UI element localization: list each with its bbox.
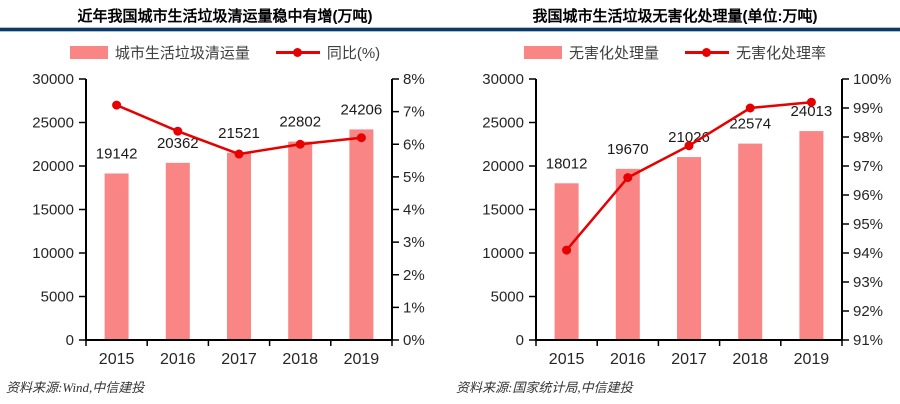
chart-harmless-treatment: 我国城市生活垃圾无害化处理量(单位:万吨) 无害化处理量 无害化处理率 0 500… [450,0,900,396]
source-note: 资料来源:Wind,中信建投 [6,380,145,395]
chart-title: 近年我国城市生活垃圾清运量稳中有增(万吨) [77,8,373,25]
svg-text:2017: 2017 [221,351,257,368]
svg-text:10000: 10000 [32,245,74,262]
svg-text:24013: 24013 [791,103,833,120]
svg-text:2018: 2018 [732,351,768,368]
svg-text:19142: 19142 [96,145,138,162]
source-note: 资料来源:国家统计局,中信建投 [456,380,633,395]
svg-text:99%: 99% [853,100,883,117]
legend-item-line: 无害化处理率 [685,42,826,63]
svg-text:2016: 2016 [160,351,196,368]
svg-text:94%: 94% [853,245,883,262]
svg-text:30000: 30000 [482,71,524,88]
svg-text:18012: 18012 [546,155,588,172]
svg-text:5%: 5% [403,169,425,186]
svg-text:3%: 3% [403,234,425,251]
svg-text:2019: 2019 [794,351,830,368]
svg-text:2%: 2% [403,267,425,284]
legend: 城市生活垃圾清运量 同比(%) [69,41,381,63]
svg-text:21521: 21521 [218,125,260,142]
title-divider [0,27,900,32]
svg-text:21026: 21026 [668,129,710,146]
svg-text:6%: 6% [403,136,425,153]
svg-text:1%: 1% [403,299,425,316]
svg-text:8%: 8% [403,71,425,88]
svg-text:95%: 95% [853,216,883,233]
svg-text:20362: 20362 [157,135,199,152]
svg-text:2019: 2019 [344,351,380,368]
svg-text:15000: 15000 [482,202,524,219]
svg-text:2015: 2015 [549,351,585,368]
svg-text:25000: 25000 [482,115,524,132]
chart-title: 我国城市生活垃圾无害化处理量(单位:万吨) [532,8,818,25]
svg-text:2015: 2015 [99,351,135,368]
legend-label-line: 同比(%) [326,44,381,62]
svg-text:24206: 24206 [341,101,383,118]
bar-swatch-icon [69,45,108,59]
svg-text:2018: 2018 [282,351,318,368]
legend-label-line: 无害化处理率 [736,44,827,62]
line-marker-icon [275,47,320,58]
legend-item-line: 同比(%) [275,42,381,63]
svg-text:100%: 100% [853,71,891,88]
svg-text:22574: 22574 [729,116,771,133]
svg-text:2016: 2016 [610,351,646,368]
svg-text:93%: 93% [853,274,883,291]
svg-text:0: 0 [516,332,524,349]
svg-text:91%: 91% [853,332,883,349]
svg-text:20000: 20000 [32,158,74,175]
legend-item-bar: 城市生活垃圾清运量 [69,42,250,63]
svg-text:4%: 4% [403,202,425,219]
svg-text:25000: 25000 [32,115,74,132]
svg-text:92%: 92% [853,303,883,320]
svg-text:0: 0 [66,332,74,349]
legend: 无害化处理量 无害化处理率 [523,41,826,63]
svg-text:97%: 97% [853,158,883,175]
svg-text:2017: 2017 [671,351,707,368]
svg-text:5000: 5000 [41,289,74,306]
legend-item-bar: 无害化处理量 [523,42,659,63]
svg-text:20000: 20000 [482,158,524,175]
svg-text:96%: 96% [853,187,883,204]
svg-text:22802: 22802 [279,114,321,131]
svg-text:98%: 98% [853,129,883,146]
line-marker-icon [685,47,729,58]
svg-text:7%: 7% [403,104,425,121]
svg-text:30000: 30000 [32,71,74,88]
legend-label-bar: 城市生活垃圾清运量 [114,44,250,62]
chart-canvas: 0 5000 10000 15000 20000 25000 30000 0% 1% 2% 3% 4%… [32,71,425,368]
bar-swatch-icon [523,45,562,59]
chart-canvas: 0 5000 10000 15000 20000 25000 30000 91% 92% 93% 9… [482,71,891,368]
svg-text:5000: 5000 [491,289,524,306]
chart-msw-removal: 近年我国城市生活垃圾清运量稳中有增(万吨) 城市生活垃圾清运量 同比(%) 0 5… [0,0,450,396]
svg-text:15000: 15000 [32,202,74,219]
svg-text:10000: 10000 [482,245,524,262]
svg-text:0%: 0% [403,332,425,349]
svg-text:19670: 19670 [607,141,649,158]
legend-label-bar: 无害化处理量 [568,44,659,62]
